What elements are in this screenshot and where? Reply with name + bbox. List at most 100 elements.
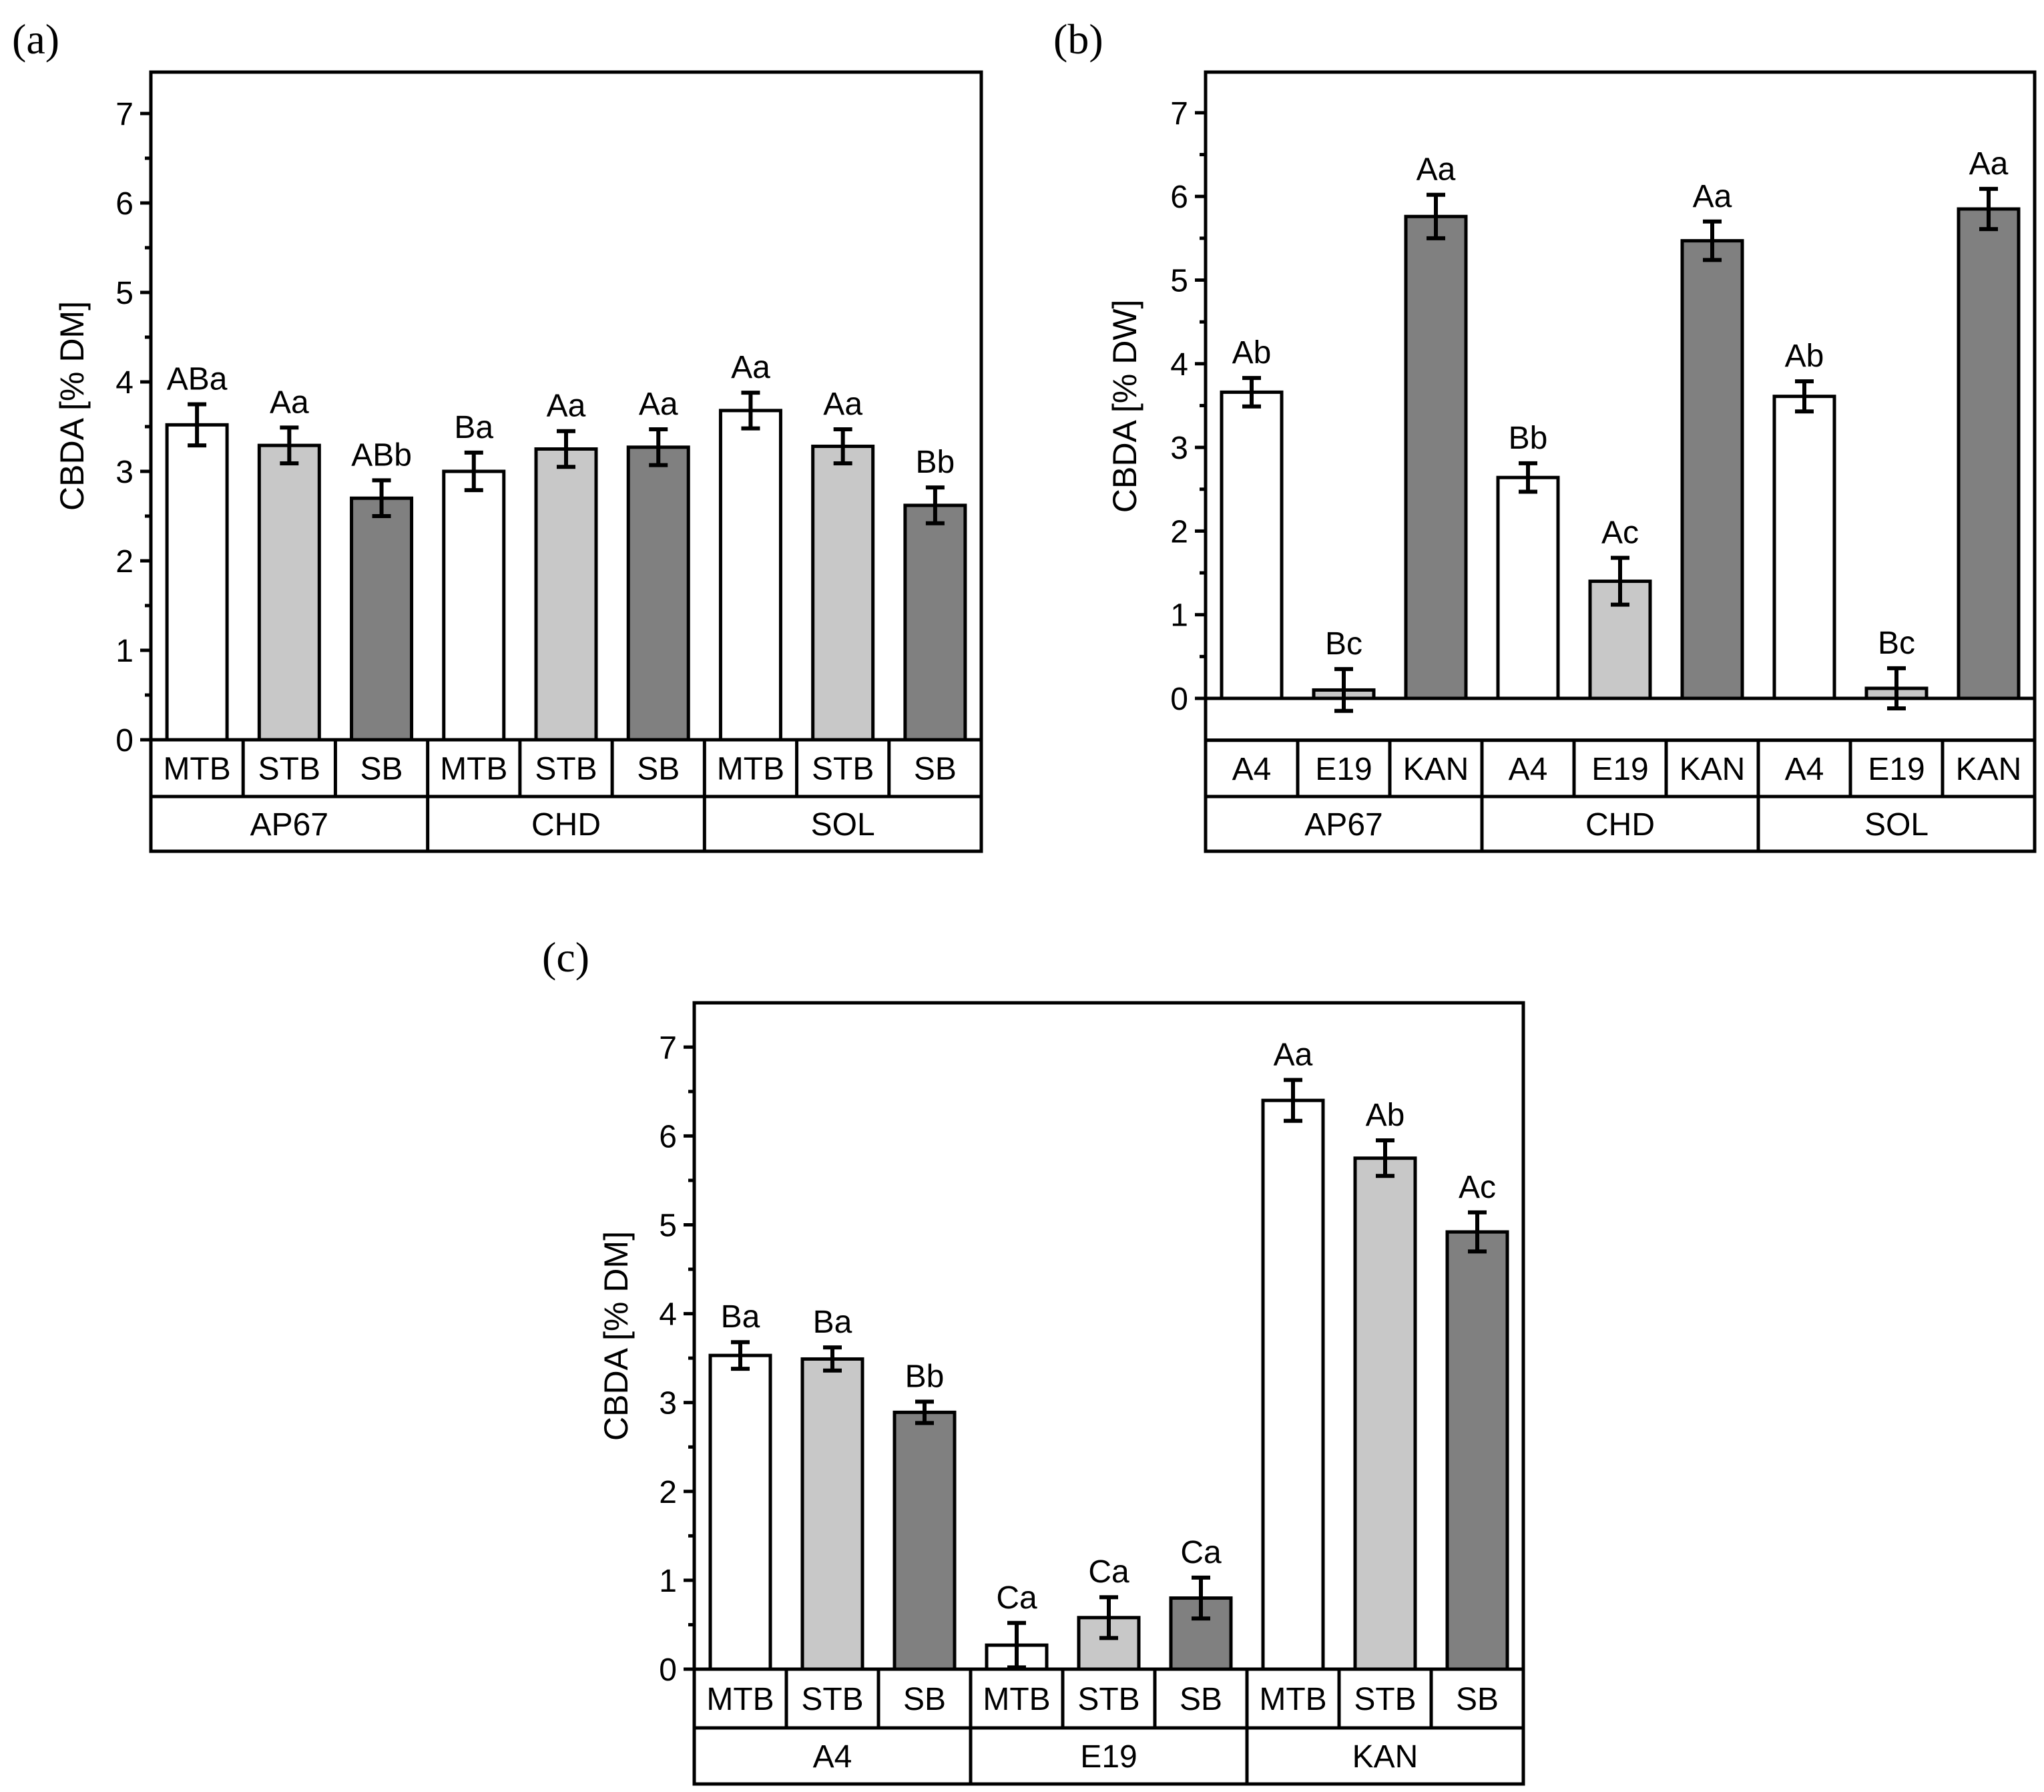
- significance-label: Ba: [454, 410, 493, 445]
- bar-chd-sb: [626, 445, 690, 742]
- category-label: MTB: [717, 752, 784, 787]
- significance-label: Ca: [1180, 1535, 1222, 1570]
- chart-panel-3: (c) 0 1 2 3 4 5 6 7 CBDA [% DM] Ba MTB Ba STB Bb SB Ca MT…: [542, 933, 1525, 1786]
- significance-label: Ab: [1785, 339, 1824, 374]
- category-label: STB: [258, 752, 320, 787]
- category-label: A4: [1785, 752, 1824, 787]
- significance-label: ABa: [167, 362, 228, 397]
- group-label: KAN: [1352, 1739, 1419, 1775]
- category-label: MTB: [440, 752, 507, 787]
- bar-ap67-stb: [257, 443, 321, 742]
- group-row: [149, 795, 983, 853]
- significance-label: Aa: [1969, 146, 2009, 182]
- chart-panel-2: (b) 0 1 2 3 4 5 6 7 CBDA [% DW] Ab A4 Bc E19 Aa KAN Bb A4…: [1053, 15, 2037, 853]
- bar-sol-mtb: [718, 409, 782, 742]
- y-tick-label: 7: [115, 97, 134, 132]
- significance-label: Aa: [731, 350, 770, 385]
- y-tick-label: 6: [115, 186, 134, 222]
- y-axis-title: CBDA [% DM]: [597, 1231, 635, 1441]
- category-label: E19: [1315, 752, 1372, 787]
- significance-label: Aa: [270, 385, 309, 420]
- y-tick-label: 1: [1170, 598, 1188, 634]
- category-label: SB: [903, 1682, 946, 1717]
- category-label: STB: [812, 752, 874, 787]
- bar-sol-kan: [1957, 207, 2021, 700]
- category-label: MTB: [983, 1682, 1050, 1717]
- y-axis-title: CBDA [% DW]: [1106, 300, 1143, 513]
- group-row: [1204, 795, 2037, 853]
- category-label: SB: [637, 752, 680, 787]
- category-label: MTB: [163, 752, 230, 787]
- category-label: STB: [535, 752, 597, 787]
- category-label: MTB: [1259, 1682, 1326, 1717]
- bar-ap67-kan: [1404, 214, 1468, 700]
- group-label: CHD: [531, 807, 601, 843]
- bar-chd-mtb: [442, 469, 506, 742]
- bar-ap67-a4: [1220, 390, 1284, 700]
- bar-sol-sb: [903, 503, 967, 742]
- group-label: SOL: [1864, 807, 1929, 843]
- group-label: SOL: [811, 807, 875, 843]
- category-label: STB: [1077, 1682, 1139, 1717]
- y-tick-label: 2: [1170, 514, 1188, 549]
- significance-label: Bc: [1325, 626, 1362, 662]
- significance-label: Ba: [721, 1299, 760, 1335]
- category-label: SB: [1180, 1682, 1222, 1717]
- bar-sol-a4: [1772, 395, 1836, 700]
- significance-label: Aa: [547, 389, 586, 424]
- significance-label: Bb: [1509, 421, 1548, 456]
- significance-label: Ac: [1601, 515, 1639, 550]
- significance-label: Bb: [916, 445, 955, 480]
- y-tick-label: 6: [659, 1119, 677, 1154]
- bar-sol-stb: [811, 444, 875, 742]
- significance-label: Ca: [996, 1580, 1037, 1616]
- category-label: E19: [1868, 752, 1925, 787]
- category-label: E19: [1591, 752, 1648, 787]
- category-label: A4: [1509, 752, 1548, 787]
- y-tick-label: 5: [659, 1208, 677, 1244]
- group-label: AP67: [250, 807, 328, 843]
- y-axis-title: CBDA [% DM]: [53, 301, 91, 511]
- y-tick-label: 4: [659, 1297, 677, 1333]
- bar-kan-stb: [1353, 1156, 1417, 1671]
- bar-chd-stb: [534, 447, 598, 742]
- group-label: AP67: [1304, 807, 1382, 843]
- bar-chd-a4: [1496, 475, 1560, 700]
- y-tick-label: 5: [115, 276, 134, 311]
- y-tick-label: 3: [659, 1386, 677, 1421]
- category-label: STB: [801, 1682, 863, 1717]
- y-tick-label: 4: [115, 365, 134, 401]
- y-tick-label: 2: [115, 544, 134, 580]
- y-tick-label: 3: [1170, 431, 1188, 466]
- y-tick-label: 6: [1170, 180, 1188, 215]
- bar-ap67-sb: [350, 496, 414, 742]
- y-tick-label: 0: [115, 723, 134, 758]
- significance-label: Bc: [1878, 626, 1915, 661]
- panel-label: (c): [542, 933, 589, 981]
- y-tick-label: 5: [1170, 264, 1188, 299]
- y-tick-label: 7: [1170, 96, 1188, 132]
- bar-a4-stb: [800, 1357, 864, 1671]
- category-label: MTB: [706, 1682, 774, 1717]
- bar-ap67-mtb: [165, 423, 229, 742]
- panel-label: (b): [1053, 15, 1103, 63]
- category-label: KAN: [1956, 752, 2022, 787]
- group-label: E19: [1080, 1739, 1137, 1775]
- group-row: [692, 1726, 1525, 1786]
- significance-label: Ab: [1232, 335, 1272, 371]
- bar-a4-mtb: [708, 1353, 772, 1671]
- significance-label: Aa: [639, 387, 678, 422]
- significance-label: ABb: [351, 437, 412, 473]
- y-tick-label: 1: [659, 1564, 677, 1599]
- significance-label: Ac: [1459, 1170, 1496, 1205]
- significance-label: Aa: [1274, 1038, 1313, 1073]
- significance-label: Aa: [823, 387, 862, 422]
- category-label: SB: [1456, 1682, 1499, 1717]
- panel-label: (a): [12, 15, 59, 63]
- significance-label: Ca: [1088, 1554, 1129, 1590]
- significance-label: Aa: [1417, 152, 1456, 188]
- significance-label: Bb: [905, 1359, 945, 1394]
- category-label: A4: [1232, 752, 1272, 787]
- category-label: KAN: [1680, 752, 1746, 787]
